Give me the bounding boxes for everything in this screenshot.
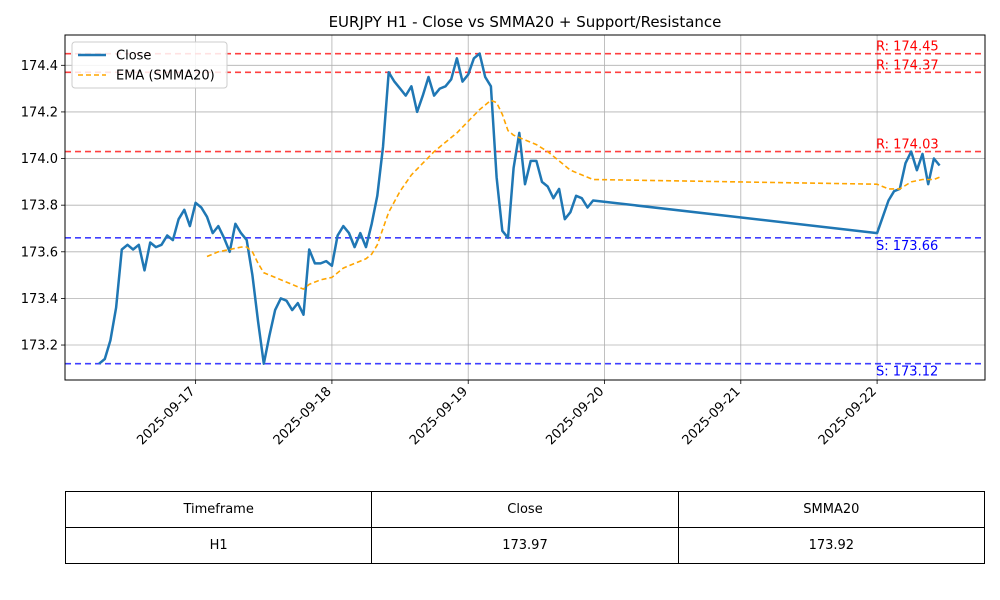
support-label: S: 173.12 [876,365,938,380]
x-tick-label: 2025-09-19 [407,384,471,448]
y-tick-label: 174.4 [21,59,58,74]
close-series-line [98,52,941,365]
plot-frame [64,34,986,381]
axis-ticks: 2025-09-17 2025-09-18 2025-09-19 2025-09-20… [21,59,880,448]
resistance-label: R: 174.37 [876,58,939,73]
table-header-cell: SMMA20 [677,491,986,528]
legend-close-label: Close [116,49,151,64]
x-tick-label: 2025-09-20 [543,384,607,448]
y-tick-label: 174.0 [21,152,58,167]
table-row: H1 173.97 173.92 [64,527,986,564]
table-cell-close: 173.97 [371,527,679,564]
table-cell-timeframe: H1 [64,527,373,564]
x-tick-label: 2025-09-22 [816,384,880,448]
summary-table: Timeframe Close SMMA20 H1 173.97 173.92 [64,491,986,564]
x-tick-label: 2025-09-18 [271,384,335,448]
table-header-cell: Timeframe [64,491,373,528]
support-label: S: 173.66 [876,239,938,254]
legend: Close EMA (SMMA20) [71,41,228,89]
legend-smma-label: EMA (SMMA20) [116,69,215,84]
y-tick-label: 174.2 [21,105,58,120]
smma20-series-line [206,99,940,290]
x-tick-label: 2025-09-17 [134,384,198,448]
resistance-label: R: 174.45 [876,40,939,55]
table-header-row: Timeframe Close SMMA20 [64,491,986,528]
y-tick-label: 173.2 [21,339,58,354]
resistance-label: R: 174.03 [876,138,939,153]
series-lines [98,52,941,365]
y-tick-label: 173.4 [21,292,58,307]
table-cell-smma20: 173.92 [677,527,986,564]
chart: EURJPY H1 - Close vs SMMA20 + Support/Re… [21,13,986,448]
grid [65,35,985,380]
table-header-cell: Close [371,491,679,528]
level-labels: R: 174.45 R: 174.37 R: 174.03 S: 173.66 S: 1… [876,40,939,380]
x-tick-label: 2025-09-21 [680,384,744,448]
y-tick-label: 173.8 [21,199,58,214]
y-tick-label: 173.6 [21,245,58,260]
legend-box [71,41,228,89]
chart-title: EURJPY H1 - Close vs SMMA20 + Support/Re… [329,13,722,31]
